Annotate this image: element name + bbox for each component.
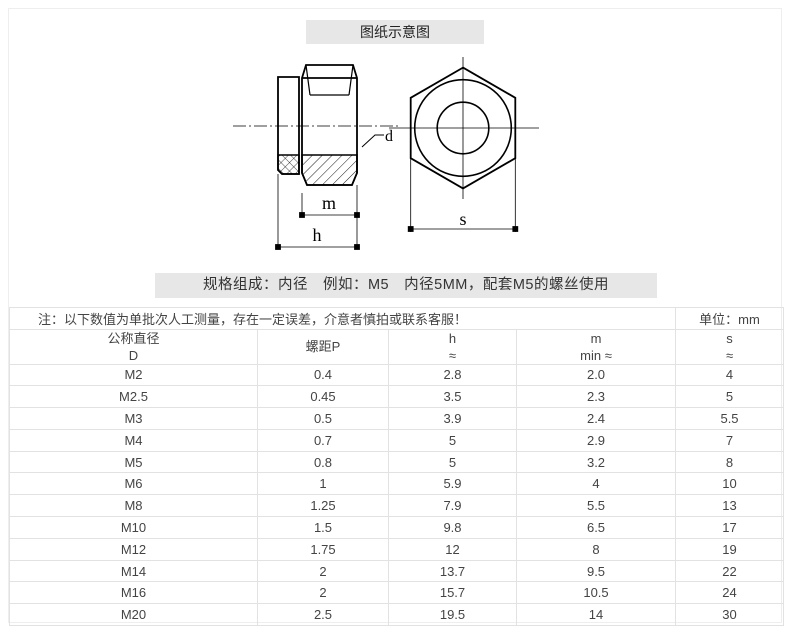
svg-text:s: s [459,209,466,229]
svg-text:m: m [322,193,336,213]
svg-text:d: d [385,128,393,145]
svg-text:h: h [313,225,322,245]
